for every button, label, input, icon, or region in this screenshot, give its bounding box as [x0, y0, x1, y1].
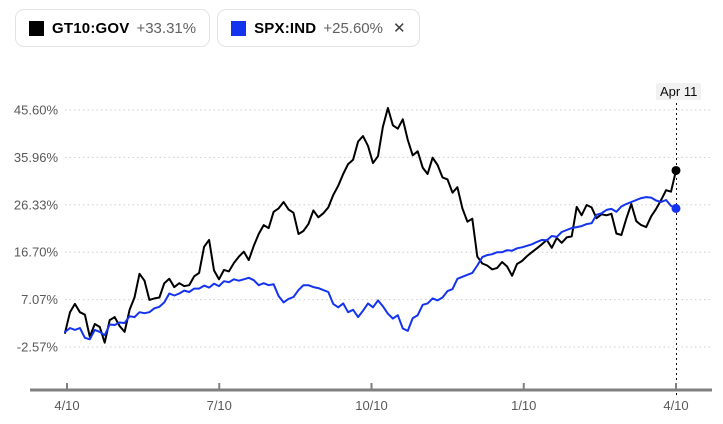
endpoint-dot-spxind: [671, 203, 681, 213]
spxind-ticker-label: SPX:IND: [254, 19, 317, 37]
spxind-color-swatch-icon: [231, 20, 247, 36]
x-axis-tick-label: 4/10: [54, 398, 79, 413]
x-axis-tick-label: 10/10: [355, 398, 388, 413]
legend-chip-gt10gov[interactable]: GT10:GOV +33.31%: [15, 9, 211, 47]
y-axis-tick-label: 26.33%: [14, 197, 59, 212]
y-axis-tick-label: 45.60%: [14, 103, 59, 118]
x-axis-tick-label: 1/10: [511, 398, 536, 413]
legend-chip-spxind[interactable]: SPX:IND +25.60% ✕: [217, 9, 420, 47]
endpoint-dot-gt10gov: [671, 165, 681, 175]
x-axis-tick-label: 4/10: [663, 398, 688, 413]
remove-series-close-icon[interactable]: ✕: [392, 19, 406, 37]
y-axis-tick-label: -2.57%: [17, 340, 59, 355]
y-axis-tick-label: 7.07%: [21, 292, 58, 307]
date-annotation: Apr 11: [656, 83, 702, 100]
series-line-gt10gov: [64, 107, 677, 344]
gt10gov-ticker-label: GT10:GOV: [52, 19, 130, 37]
series-line-spxind: [64, 196, 677, 341]
legend: GT10:GOV +33.31% SPX:IND +25.60% ✕: [15, 9, 420, 47]
spxind-change-value: +25.60%: [323, 19, 383, 37]
y-axis-tick-label: 35.96%: [14, 150, 59, 165]
gt10gov-color-swatch-icon: [29, 20, 44, 36]
x-axis-tick-label: 7/10: [207, 398, 232, 413]
gt10gov-change-value: +33.31%: [136, 19, 197, 37]
y-axis-tick-label: 16.70%: [14, 245, 59, 260]
